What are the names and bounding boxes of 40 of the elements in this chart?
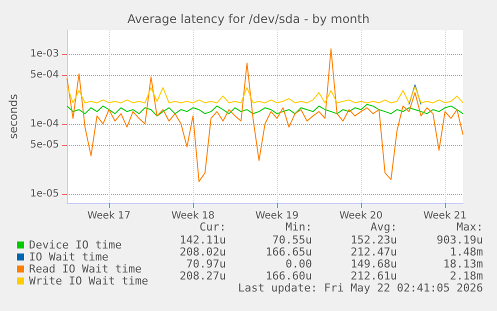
x-tick-label: Week 21 (423, 210, 467, 222)
text: 166.60u (266, 270, 312, 282)
legend-label: Read IO Wait time (29, 262, 142, 276)
x-tick-label: Week 20 (339, 210, 383, 222)
legend-label: IO Wait time (29, 250, 108, 264)
line-series (66, 48, 464, 182)
text: 152.23u (350, 234, 397, 246)
legend-label: Device IO time (29, 238, 122, 252)
legend-label: Write IO Wait time (29, 274, 148, 288)
text: 212.47u (350, 246, 397, 258)
text: Avg: (370, 220, 397, 234)
y-tick-label: 5e-04 (30, 70, 59, 81)
text: 142.11u (180, 234, 226, 246)
text: 2.18m (450, 270, 484, 282)
line-series (66, 104, 464, 116)
text: 18.13m (443, 258, 484, 270)
line-series (66, 85, 464, 104)
text: Max: (456, 220, 483, 234)
text: Cur: (200, 220, 226, 234)
x-tick-label: Week 19 (255, 210, 299, 222)
y-axis-title: seconds (7, 94, 20, 139)
text: 70.55u (272, 234, 312, 246)
y-tick-label: 5e-05 (30, 139, 59, 150)
x-tick-label: Week 17 (87, 210, 131, 222)
text: 903.19u (436, 234, 483, 246)
text: 70.97u (186, 258, 226, 270)
text: 149.68u (350, 258, 397, 270)
text: 208.02u (180, 246, 226, 258)
y-tick-label: 1e-05 (30, 188, 59, 200)
text: 166.65u (266, 246, 312, 258)
text: 212.61u (350, 270, 397, 282)
y-tick-label: 1e-03 (30, 48, 59, 60)
text: 1.48m (450, 246, 484, 258)
text: 208.27u (180, 270, 226, 282)
text: Min: (286, 220, 312, 234)
y-tick-label: 1e-04 (30, 118, 59, 130)
text: 0.00 (286, 258, 312, 270)
chart-title: Average latency for /dev/sda - by month (127, 12, 370, 26)
text: Last update: Fri May 22 02:41:05 2026 (238, 282, 483, 294)
x-tick-label: Week 18 (171, 210, 215, 222)
